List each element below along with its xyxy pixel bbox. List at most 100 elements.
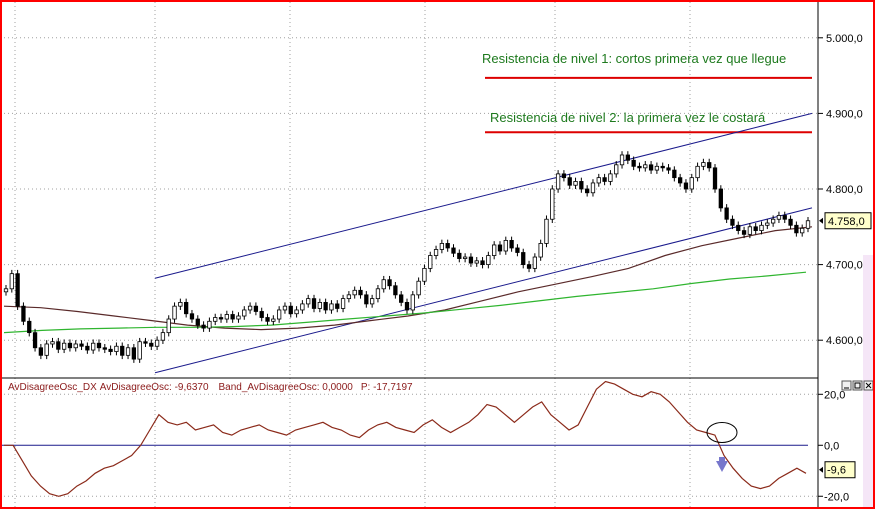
candle-down bbox=[660, 165, 665, 169]
candle-down bbox=[56, 341, 61, 350]
candle-down bbox=[724, 207, 729, 220]
candle-down bbox=[707, 162, 712, 169]
candle-down bbox=[678, 177, 683, 184]
candle-up bbox=[701, 162, 706, 167]
candle-up bbox=[416, 280, 421, 296]
candle-up bbox=[550, 188, 555, 220]
candle-down bbox=[195, 318, 200, 326]
candle-up bbox=[381, 279, 386, 290]
candle-up bbox=[340, 298, 346, 309]
osc-series-label: AvDisagreeOsc_DX AvDisagreeOsc: -9,6370 Ba… bbox=[8, 382, 413, 393]
candle-up bbox=[503, 240, 508, 252]
candle-down bbox=[753, 226, 758, 231]
candle-down bbox=[323, 301, 328, 311]
y-tick-label: 5.000,0 bbox=[826, 33, 863, 45]
candle-up bbox=[474, 260, 479, 264]
candle-down bbox=[794, 224, 799, 234]
candle-up bbox=[271, 318, 276, 322]
sell-signal-arrow-icon bbox=[716, 461, 728, 472]
candle-down bbox=[218, 317, 224, 320]
candle-down bbox=[648, 164, 654, 171]
candle-up bbox=[590, 182, 596, 194]
candle-down bbox=[741, 230, 747, 235]
candle-up bbox=[805, 220, 811, 229]
y-tick-label: 4.700,0 bbox=[826, 260, 863, 272]
osc-tag-label: -9,6 bbox=[827, 465, 846, 477]
osc-tick-label: -20,0 bbox=[824, 491, 849, 503]
candle-down bbox=[27, 320, 32, 334]
osc-minimize-button[interactable] bbox=[841, 380, 852, 391]
price-tag-pointer bbox=[819, 217, 823, 224]
candle-down bbox=[38, 347, 44, 356]
candle-up bbox=[544, 218, 549, 244]
candle-up bbox=[689, 177, 694, 190]
candle-up bbox=[300, 303, 305, 311]
osc-tag-box bbox=[824, 461, 856, 479]
candle-up bbox=[765, 222, 770, 226]
candle-down bbox=[131, 347, 136, 360]
candle-up bbox=[277, 309, 282, 320]
candle-down bbox=[782, 215, 787, 220]
candle-down bbox=[393, 285, 398, 296]
candle-down bbox=[335, 303, 340, 309]
resistance-1-label: Resistencia de nivel 1: cortos primera v… bbox=[482, 51, 786, 66]
candle-up bbox=[178, 301, 183, 307]
candle-down bbox=[683, 182, 689, 190]
candle-down bbox=[515, 247, 520, 253]
candle-down bbox=[85, 345, 90, 351]
candle-down bbox=[451, 247, 456, 254]
candle-down bbox=[79, 343, 84, 347]
oscillator-panel: -9,6 bbox=[0, 380, 856, 497]
candle-down bbox=[32, 332, 38, 349]
osc-maximize-button[interactable] bbox=[852, 380, 863, 391]
candle-up bbox=[236, 315, 241, 320]
candle-up bbox=[224, 314, 229, 320]
candle-up bbox=[247, 305, 253, 311]
osc-p-label: P: -17,7197 bbox=[361, 382, 413, 393]
candle-up bbox=[207, 320, 212, 329]
price-tag-box bbox=[824, 212, 872, 230]
candle-up bbox=[410, 294, 415, 311]
candle-down bbox=[585, 188, 590, 194]
candle-up bbox=[573, 181, 578, 186]
osc-tick-label: 20,0 bbox=[824, 389, 845, 401]
candle-down bbox=[96, 342, 102, 349]
osc-band-label: Band_AvDisagreeOsc: 0,0000 bbox=[219, 382, 354, 393]
candle-up bbox=[329, 303, 334, 311]
candle-down bbox=[637, 165, 642, 169]
candle-up bbox=[439, 243, 445, 250]
candle-down bbox=[102, 347, 107, 350]
osc-close-button[interactable] bbox=[863, 380, 874, 391]
candle-down bbox=[120, 345, 125, 356]
ma-slow-line bbox=[3, 271, 807, 334]
candle-up bbox=[44, 343, 49, 356]
candle-up bbox=[695, 165, 700, 179]
candle-up bbox=[242, 309, 247, 317]
candle-down bbox=[567, 177, 572, 186]
candle-up bbox=[776, 215, 782, 220]
y-tick-label: 4.900,0 bbox=[826, 108, 863, 120]
candle-up bbox=[643, 164, 648, 169]
candle-down bbox=[561, 173, 567, 179]
ma-fast-line bbox=[3, 226, 813, 331]
osc-value-label: AvDisagreeOsc: -9,6370 bbox=[100, 382, 209, 393]
candle-down bbox=[184, 301, 189, 315]
osc-series-name: AvDisagreeOsc_DX bbox=[8, 382, 97, 393]
candle-down bbox=[311, 298, 317, 309]
candle-up bbox=[492, 244, 497, 256]
candle-down bbox=[521, 252, 526, 265]
candle-down bbox=[15, 273, 20, 307]
candle-up bbox=[172, 305, 177, 320]
candle-up bbox=[747, 226, 753, 235]
candle-down bbox=[497, 244, 503, 252]
candle-down bbox=[67, 342, 73, 349]
candle-up bbox=[306, 298, 311, 305]
candle-down bbox=[480, 260, 485, 266]
osc-tick-label: 0,0 bbox=[824, 440, 839, 452]
candle-up bbox=[3, 288, 9, 293]
osc-tag-pointer bbox=[819, 466, 823, 473]
candle-down bbox=[788, 218, 793, 226]
price-panel: 4.758,0 bbox=[3, 76, 872, 374]
candle-up bbox=[619, 154, 625, 166]
